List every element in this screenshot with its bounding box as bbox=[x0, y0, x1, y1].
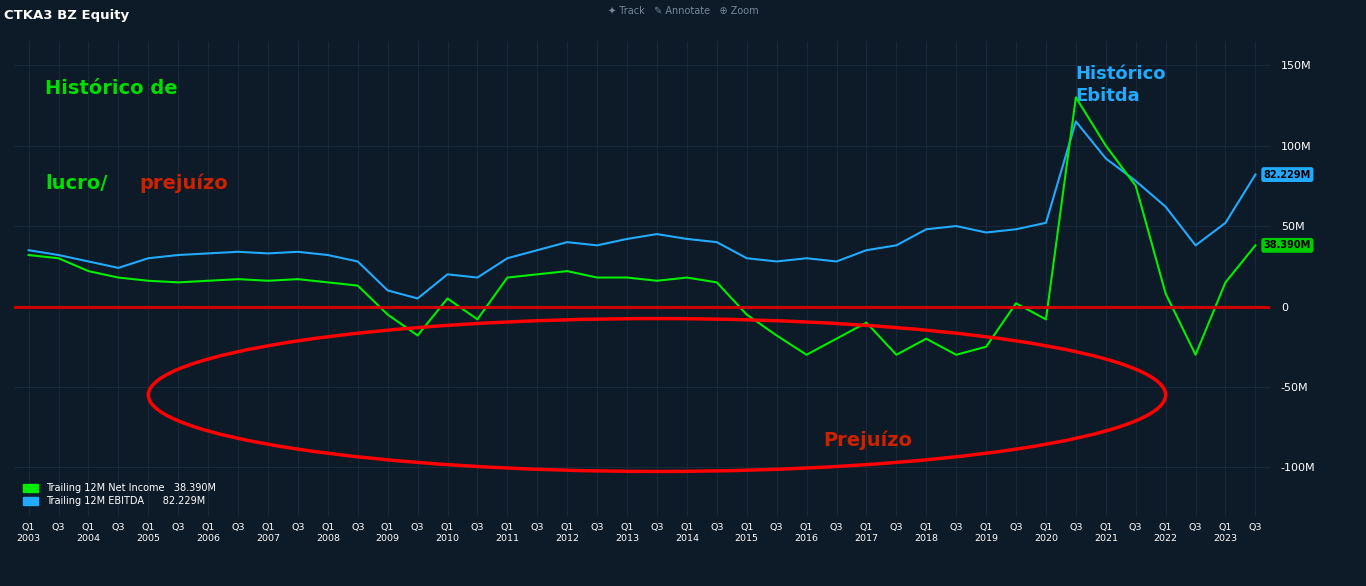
Text: lucro/: lucro/ bbox=[45, 174, 108, 193]
Text: 82.229M: 82.229M bbox=[1264, 169, 1311, 179]
Text: Histórico de: Histórico de bbox=[45, 79, 178, 98]
Text: CTKA3 BZ Equity: CTKA3 BZ Equity bbox=[4, 9, 130, 22]
Text: 38.390M: 38.390M bbox=[1264, 240, 1311, 250]
Legend: Trailing 12M Net Income   38.390M, Trailing 12M EBITDA      82.229M: Trailing 12M Net Income 38.390M, Trailin… bbox=[19, 478, 220, 511]
Text: Histórico
Ebitda: Histórico Ebitda bbox=[1075, 64, 1167, 105]
Text: Prejuízo: Prejuízo bbox=[824, 430, 912, 449]
Text: prejuízo: prejuízo bbox=[139, 174, 228, 193]
Text: ✦ Track   ✎ Annotate   ⊕ Zoom: ✦ Track ✎ Annotate ⊕ Zoom bbox=[608, 6, 758, 16]
